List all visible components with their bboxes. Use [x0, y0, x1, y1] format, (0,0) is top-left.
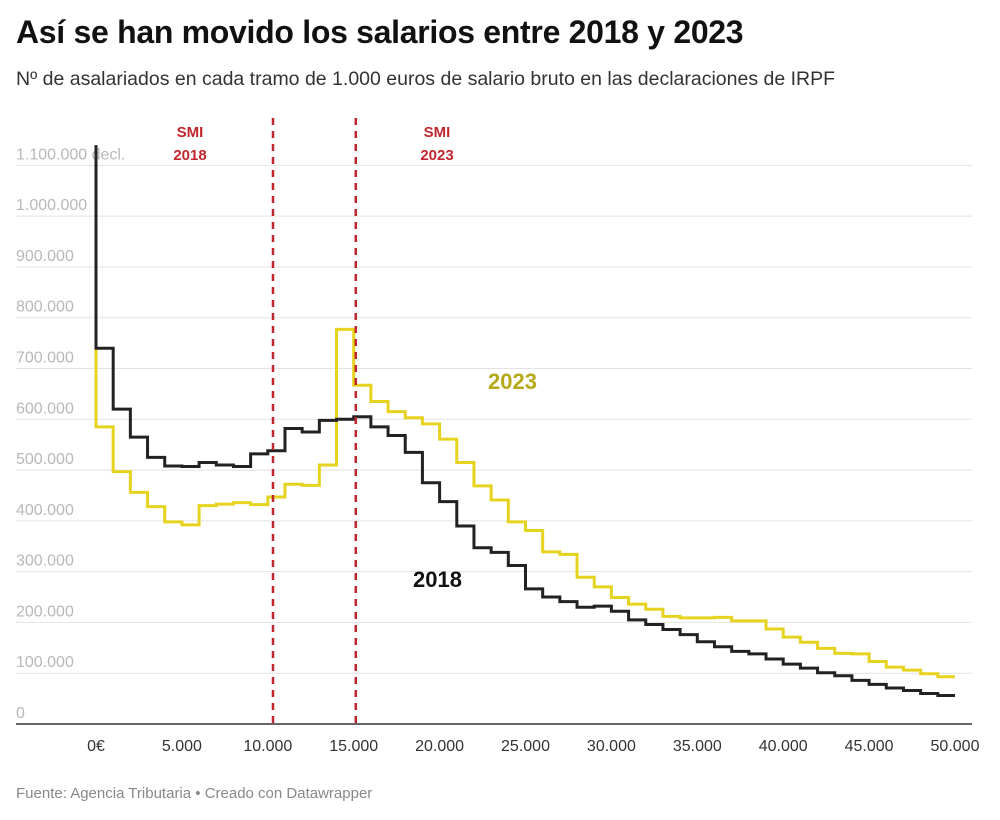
series-line-2023 — [94, 289, 955, 679]
x-tick-label-2: 10.000 — [243, 738, 292, 755]
series-label-2018: 2018 — [413, 567, 462, 592]
y-tick-label-4: 400.000 — [16, 502, 74, 519]
series-line-2018 — [94, 145, 955, 698]
x-tick-label-10: 50.000 — [931, 738, 980, 755]
reference-label-2023-line2: 2023 — [420, 147, 453, 164]
source-footer: Fuente: Agencia Tributaria • Creado con … — [16, 785, 373, 802]
x-tick-label-6: 30.000 — [587, 738, 636, 755]
series-group — [94, 145, 955, 698]
x-tick-label-5: 25.000 — [501, 738, 550, 755]
x-axis-ticks: 0€ 5.000 10.000 15.000 20.000 25.000 30.000 35.… — [87, 738, 979, 755]
x-tick-label-3: 15.000 — [329, 738, 378, 755]
y-tick-label-3: 300.000 — [16, 553, 74, 570]
y-tick-label-1: 100.000 — [16, 654, 74, 671]
y-tick-label-5: 500.000 — [16, 451, 74, 468]
x-tick-label-7: 35.000 — [673, 738, 722, 755]
x-tick-label-9: 45.000 — [845, 738, 894, 755]
x-tick-label-0: 0€ — [87, 738, 105, 755]
y-tick-label-0: 0 — [16, 705, 25, 722]
y-tick-label-2: 200.000 — [16, 603, 74, 620]
reference-label-2018-line1: SMI — [177, 124, 204, 141]
gridlines — [16, 164, 972, 674]
y-tick-label-11: 1.100.000 decl. — [16, 146, 125, 163]
reference-label-2023-line1: SMI — [424, 124, 451, 141]
x-tick-label-1: 5.000 — [162, 738, 202, 755]
y-axis-ticks: 0 100.000 200.000 300.000 400.000 500.000 600.… — [16, 146, 125, 722]
y-tick-label-10: 1.000.000 — [16, 197, 87, 214]
series-label-2023: 2023 — [488, 369, 537, 394]
series-labels: 2023 2018 — [413, 369, 537, 592]
x-tick-label-8: 40.000 — [759, 738, 808, 755]
y-tick-label-7: 700.000 — [16, 350, 74, 367]
x-tick-label-4: 20.000 — [415, 738, 464, 755]
chart-subtitle: Nº de asalariados en cada tramo de 1.000… — [16, 68, 836, 90]
y-tick-label-9: 900.000 — [16, 248, 74, 265]
chart-title: Así se han movido los salarios entre 201… — [16, 14, 744, 50]
reference-lines: SMI 2018 SMI 2023 — [173, 118, 454, 724]
y-tick-label-6: 600.000 — [16, 400, 74, 417]
reference-label-2018-line2: 2018 — [173, 147, 206, 164]
salary-step-chart: 0 100.000 200.000 300.000 400.000 500.000 600.… — [16, 118, 980, 755]
y-tick-label-8: 800.000 — [16, 299, 74, 316]
